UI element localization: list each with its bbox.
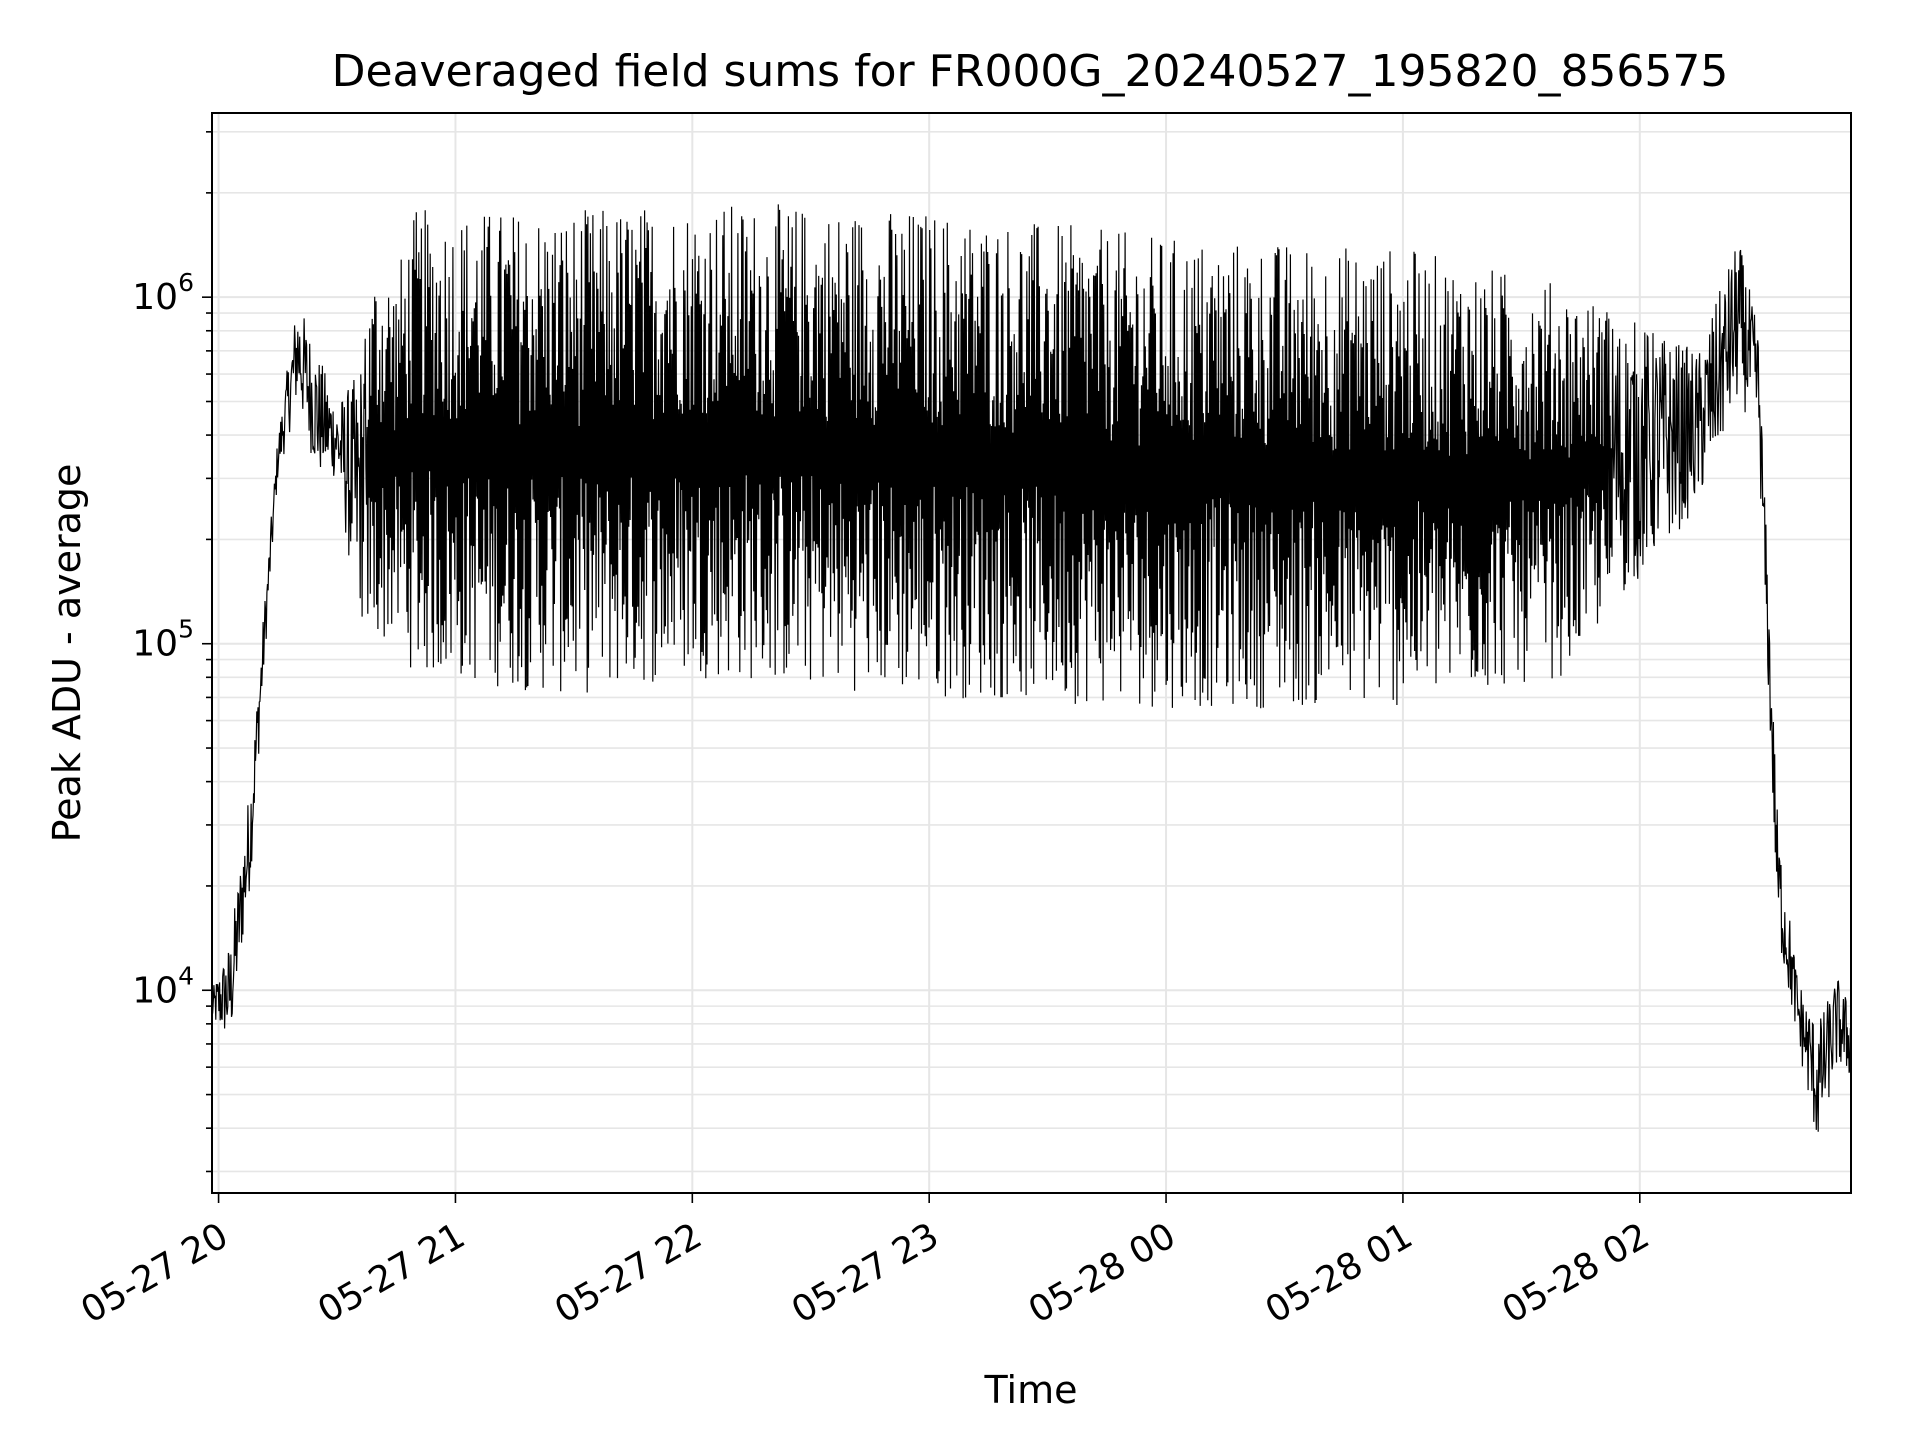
x-tick-label: 05-27 20 xyxy=(74,1215,235,1331)
x-tick-label: 05-27 23 xyxy=(785,1215,946,1331)
x-tick-label: 05-28 00 xyxy=(1022,1215,1183,1331)
x-axis-label: Time xyxy=(984,1368,1078,1412)
x-tick-label: 05-28 01 xyxy=(1259,1215,1420,1331)
series-line xyxy=(211,204,1852,1132)
y-axis-label: Peak ADU - average xyxy=(45,464,89,843)
y-tick-label: 104 xyxy=(132,961,194,1011)
x-tick-label: 05-27 22 xyxy=(548,1215,709,1331)
plot-area xyxy=(211,204,1852,1132)
y-tick-label: 106 xyxy=(132,268,194,318)
x-tick-label: 05-28 02 xyxy=(1496,1215,1657,1331)
chart-title: Deaveraged field sums for FR000G_2024052… xyxy=(332,46,1729,97)
plot-frame xyxy=(211,112,1852,1194)
y-tick-label: 105 xyxy=(132,615,194,665)
x-tick-label: 05-27 21 xyxy=(311,1215,472,1331)
